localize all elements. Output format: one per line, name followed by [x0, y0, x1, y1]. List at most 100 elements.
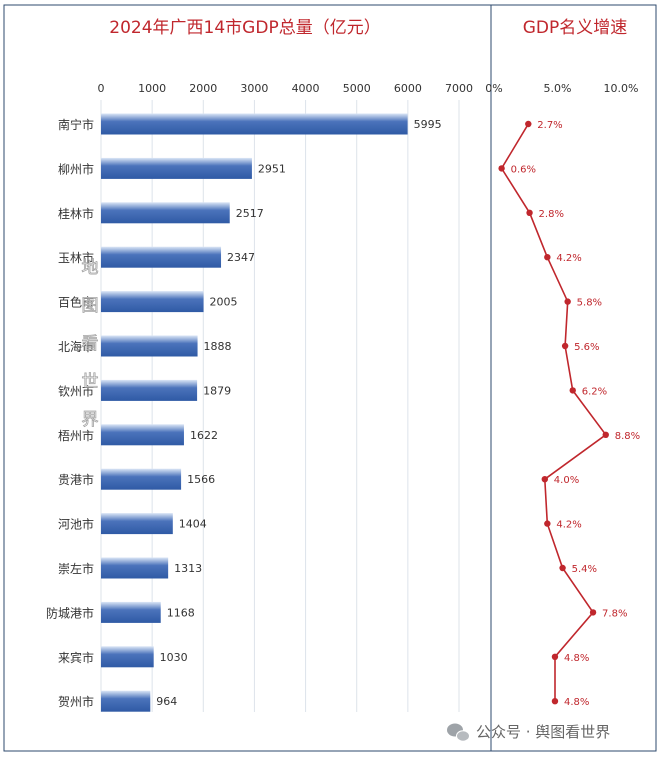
- growth-label: 4.8%: [564, 697, 589, 708]
- bar: [101, 601, 161, 623]
- growth-label: 7.8%: [602, 608, 627, 619]
- growth-point: [551, 698, 559, 705]
- bar-value-label: 1030: [160, 651, 188, 664]
- watermark-char: 世: [82, 372, 99, 392]
- growth-labels: 2.7% 0.6% 2.8% 4.2% 5.8% 5.6% 6.2% 8.8% 4.0% 4.2%…: [511, 120, 641, 708]
- bar-value-label: 2951: [258, 162, 286, 175]
- category-label: 防城港市: [46, 605, 94, 620]
- bar-x-tick: 3000: [240, 82, 268, 95]
- bar-value-label: 1404: [179, 518, 207, 531]
- growth-point: [589, 609, 597, 616]
- category-label: 贺州市: [58, 694, 94, 709]
- category-label: 百色市: [58, 295, 94, 310]
- bar: [101, 513, 173, 535]
- line-x-axis-ticks: 0% 5.0% 10.0%: [485, 82, 638, 95]
- category-label: 贵港市: [58, 472, 94, 487]
- watermark-char: 地: [82, 258, 99, 278]
- growth-point: [559, 564, 566, 572]
- bar: [101, 557, 169, 579]
- line-x-tick: 10.0%: [604, 82, 639, 95]
- bars: [101, 113, 408, 712]
- category-label: 来宾市: [58, 650, 94, 665]
- category-label: 崇左市: [58, 561, 94, 576]
- growth-label: 2.8%: [539, 209, 564, 220]
- category-label: 梧州市: [58, 428, 94, 443]
- category-label: 桂林市: [58, 206, 94, 221]
- bar: [101, 335, 198, 357]
- bar: [101, 202, 230, 224]
- watermark-char: 看: [82, 334, 99, 354]
- bar-x-tick: 2000: [189, 82, 217, 95]
- bar-value-label: 1888: [204, 340, 232, 353]
- growth-point: [544, 520, 551, 527]
- category-label: 河池市: [58, 517, 94, 532]
- category-label: 北海市: [58, 339, 94, 354]
- growth-label: 4.8%: [564, 653, 589, 664]
- category-label: 柳州市: [58, 161, 94, 176]
- bar: [101, 291, 204, 313]
- growth-label: 4.0%: [554, 475, 579, 486]
- bar-x-tick: 1000: [138, 82, 166, 95]
- bar-value-label: 2005: [210, 296, 238, 309]
- bar: [101, 157, 252, 179]
- bar-x-axis-ticks: 0 1000 2000 3000 4000 5000 6000 7000: [98, 82, 474, 95]
- growth-label: 6.2%: [582, 386, 607, 397]
- bar: [101, 113, 408, 135]
- bar-x-tick: 7000: [445, 82, 473, 95]
- bar-value-label: 2347: [227, 251, 255, 264]
- growth-point: [561, 342, 569, 350]
- growth-label: 4.2%: [556, 520, 581, 531]
- footer-watermark: 公众号 · 舆图看世界: [447, 723, 610, 742]
- bar: [101, 379, 198, 401]
- bar-value-label: 1313: [174, 562, 202, 575]
- bar-gridlines: [100, 100, 460, 712]
- growth-point: [544, 254, 551, 261]
- growth-label: 5.4%: [572, 564, 597, 575]
- category-label: 南宁市: [58, 117, 94, 132]
- bar-value-label: 1879: [203, 384, 231, 397]
- growth-point: [498, 165, 505, 172]
- growth-point: [526, 209, 533, 216]
- line-x-tick: 0%: [485, 82, 502, 95]
- growth-label: 2.7%: [537, 120, 562, 131]
- bar-value-label: 5995: [414, 118, 442, 131]
- growth-label: 0.6%: [511, 164, 536, 175]
- bar-x-tick: 0: [98, 82, 105, 95]
- growth-line: [500, 123, 607, 702]
- growth-point: [564, 298, 571, 305]
- bar: [101, 646, 154, 668]
- growth-point: [525, 120, 532, 128]
- bar-value-label: 1622: [190, 429, 218, 442]
- growth-label: 4.2%: [556, 253, 581, 264]
- growth-label: 5.8%: [577, 298, 602, 309]
- bar: [101, 468, 182, 490]
- category-labels: 南宁市柳州市桂林市玉林市百色市北海市钦州市梧州市贵港市河池市崇左市防城港市来宾市…: [46, 117, 94, 709]
- watermark-char: 图: [82, 296, 99, 316]
- bar: [101, 424, 184, 446]
- line-x-tick: 5.0%: [544, 82, 572, 95]
- bar-value-label: 2517: [236, 207, 264, 220]
- growth-label: 8.8%: [615, 431, 640, 442]
- bar-x-tick: 5000: [343, 82, 371, 95]
- growth-label: 5.6%: [574, 342, 599, 353]
- growth-points: [498, 120, 609, 705]
- bar: [101, 246, 222, 268]
- bar-chart-title: 2024年广西14市GDP总量（亿元）: [109, 18, 380, 38]
- line-panel: [490, 4, 657, 752]
- category-label: 玉林市: [58, 250, 94, 265]
- watermark-char: 界: [82, 410, 99, 430]
- growth-point: [541, 476, 548, 483]
- growth-point: [569, 387, 576, 394]
- category-label: 钦州市: [58, 383, 94, 398]
- wechat-icon: [447, 723, 470, 742]
- bar-x-tick: 4000: [292, 82, 320, 95]
- bar-value-label: 1566: [187, 473, 215, 486]
- growth-point: [551, 653, 559, 660]
- bar-value-label: 1168: [167, 606, 195, 619]
- bar-value-labels: 5995 2951 2517 2347 2005 1888 1879 1622 1566 1404…: [156, 118, 441, 708]
- footer-text: 公众号 · 舆图看世界: [476, 723, 610, 741]
- growth-point: [602, 431, 609, 438]
- bar-value-label: 964: [156, 695, 177, 708]
